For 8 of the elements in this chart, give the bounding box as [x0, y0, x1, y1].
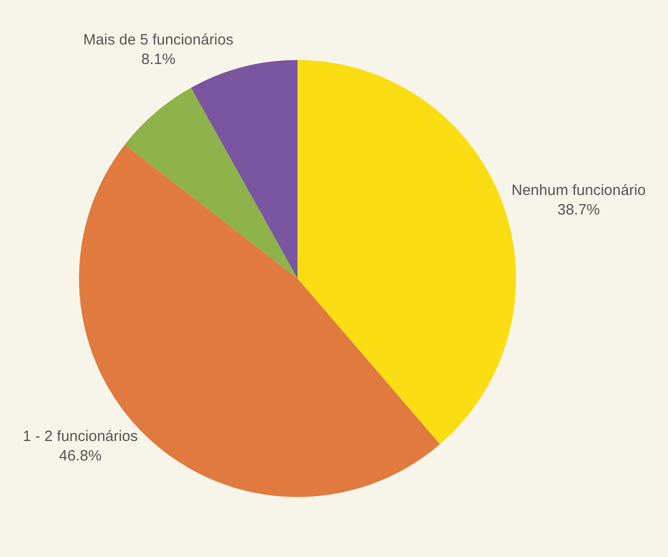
slice-label: Mais de 5 funcionários: [83, 32, 234, 49]
slice-label: Nenhum funcionário: [512, 182, 646, 200]
slice-label: 1 - 2 funcionários: [22, 428, 138, 446]
data-label: 8.1%: [141, 51, 176, 68]
pie-slice: [124, 88, 298, 278]
pie-slice: [191, 60, 298, 278]
data-label: 46.8%: [58, 448, 102, 465]
data-label: 38.7%: [557, 202, 600, 219]
